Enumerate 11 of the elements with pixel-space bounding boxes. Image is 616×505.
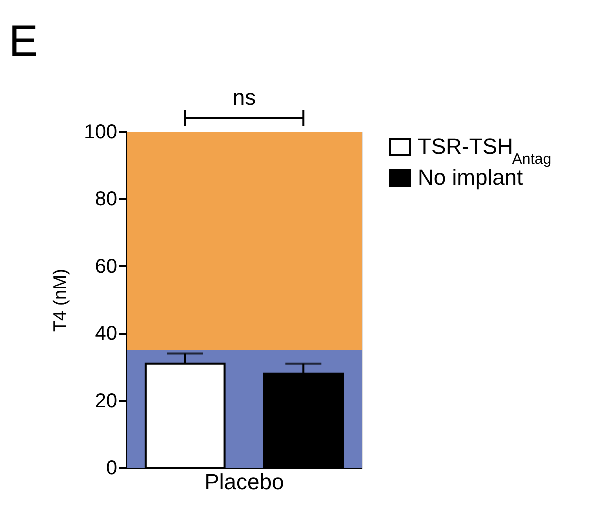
y-tick-label: 40	[95, 323, 118, 346]
y-tick-label: 100	[84, 122, 118, 144]
y-tick-label: 80	[95, 188, 118, 211]
chart-title: E	[9, 17, 38, 66]
y-tick-label: 20	[95, 390, 118, 412]
y-tick-label: 0	[106, 458, 118, 480]
text: ns	[232, 85, 256, 110]
legend-label: No implant	[418, 165, 524, 190]
y-axis-title: T4 (nM)	[50, 269, 70, 332]
y-tick-label: 60	[95, 256, 118, 278]
x-tick-label: Placebo	[204, 470, 284, 494]
